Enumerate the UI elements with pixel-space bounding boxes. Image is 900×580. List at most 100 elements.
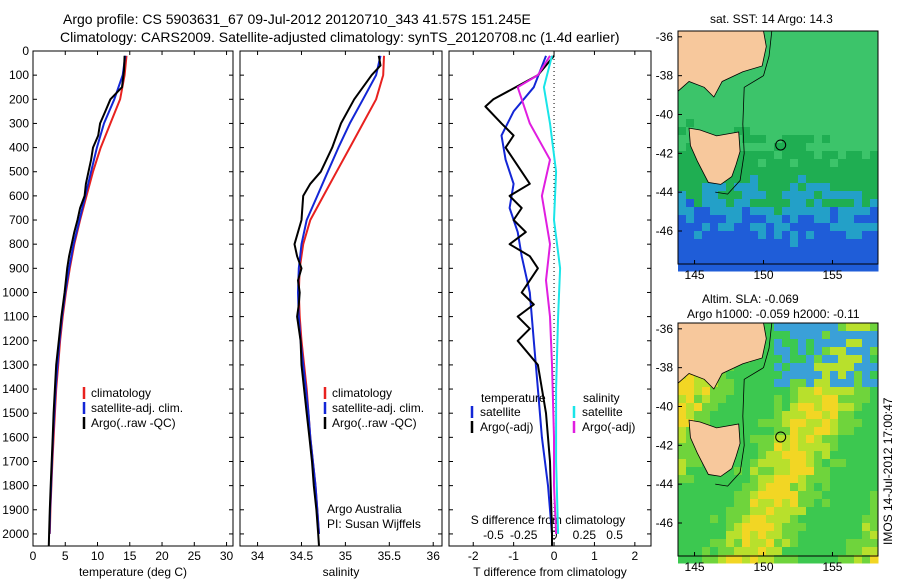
- map-cell: [798, 435, 807, 444]
- y-tick-label: 1000: [2, 285, 29, 299]
- map-cell: [710, 531, 719, 540]
- map-cell: [846, 427, 855, 436]
- legend-label: satellite-adj. clim.: [332, 401, 424, 415]
- map-cell: [782, 39, 791, 48]
- y-tick-label: 100: [9, 68, 29, 82]
- map-cell: [790, 331, 799, 340]
- map-cell: [862, 103, 871, 112]
- map-cell: [862, 263, 871, 272]
- map-cell: [862, 555, 871, 564]
- map-cell: [766, 207, 775, 216]
- map-cell: [710, 223, 719, 232]
- map-cell: [758, 239, 767, 248]
- map-cell: [758, 507, 767, 516]
- map-cell: [830, 151, 839, 160]
- map-cell: [686, 207, 695, 216]
- map-cell: [686, 443, 695, 452]
- map-cell: [742, 483, 751, 492]
- map-cell: [870, 39, 879, 48]
- map-cell: [750, 515, 759, 524]
- map-cell: [838, 135, 847, 144]
- map-cell: [734, 119, 743, 128]
- map-cell: [750, 167, 759, 176]
- map-cell: [726, 95, 735, 104]
- map-cell: [710, 387, 719, 396]
- map-cell: [678, 555, 687, 564]
- map-cell: [854, 371, 863, 380]
- map-cell: [790, 347, 799, 356]
- map-cell: [814, 507, 823, 516]
- map-cell: [838, 499, 847, 508]
- y-tick-label: 1100: [3, 310, 29, 324]
- map-cell: [774, 491, 783, 500]
- legend-label: satellite-adj. clim.: [91, 401, 183, 415]
- map-cell: [718, 255, 727, 264]
- map-cell: [822, 539, 831, 548]
- map-cell: [678, 263, 687, 272]
- map-cell: [766, 87, 775, 96]
- map-cell: [862, 403, 871, 412]
- map-cell: [726, 379, 735, 388]
- map-cell: [782, 523, 791, 532]
- x-axis-label: T difference from climatology: [473, 565, 627, 579]
- map-cell: [782, 475, 791, 484]
- map-cell: [766, 451, 775, 460]
- y-tick-label: 700: [9, 213, 29, 227]
- map-cell: [830, 523, 839, 532]
- map-cell: [774, 223, 783, 232]
- map-cell: [726, 483, 735, 492]
- map-cell: [758, 371, 767, 380]
- map-cell: [798, 71, 807, 80]
- map-cell: [734, 363, 743, 372]
- map-cell: [870, 347, 879, 356]
- map-cell: [734, 539, 743, 548]
- map-cell: [814, 427, 823, 436]
- series-line-s-argo-adj-: [516, 55, 558, 534]
- map-cell: [846, 475, 855, 484]
- map-cell: [734, 175, 743, 184]
- map-cell: [790, 435, 799, 444]
- map-cell: [854, 427, 863, 436]
- map-cell: [782, 175, 791, 184]
- map-cell: [734, 403, 743, 412]
- map-cell: [774, 459, 783, 468]
- map-cell: [830, 395, 839, 404]
- map-cell: [734, 475, 743, 484]
- map-cell: [686, 183, 695, 192]
- map-cell: [814, 87, 823, 96]
- map-cell: [686, 103, 695, 112]
- x-axis-label: salinity: [323, 565, 360, 579]
- map-cell: [702, 239, 711, 248]
- map-cell: [702, 215, 711, 224]
- map-cell: [806, 539, 815, 548]
- map-cell: [702, 111, 711, 120]
- map-cell: [766, 119, 775, 128]
- map-cell: [862, 183, 871, 192]
- map-cell: [678, 419, 687, 428]
- map-cell: [846, 555, 855, 564]
- map-cell: [814, 331, 823, 340]
- map-cell: [726, 515, 735, 524]
- map-cell: [870, 355, 879, 364]
- x-tick-label: 10: [91, 549, 105, 563]
- map-cell: [782, 127, 791, 136]
- map-cell: [718, 231, 727, 240]
- map-cell: [718, 395, 727, 404]
- map-cell: [742, 491, 751, 500]
- map-cell: [854, 379, 863, 388]
- map-cell: [830, 199, 839, 208]
- map-cell: [814, 199, 823, 208]
- map-cell: [790, 47, 799, 56]
- map-cell: [774, 523, 783, 532]
- map-cell: [702, 411, 711, 420]
- map-cell: [870, 87, 879, 96]
- map-cell: [774, 63, 783, 72]
- map-cell: [758, 263, 767, 272]
- map-cell: [686, 475, 695, 484]
- map-cell: [678, 183, 687, 192]
- map-cell: [798, 467, 807, 476]
- map-cell: [806, 443, 815, 452]
- map-cell: [750, 547, 759, 556]
- map-cell: [774, 419, 783, 428]
- map-cell: [862, 515, 871, 524]
